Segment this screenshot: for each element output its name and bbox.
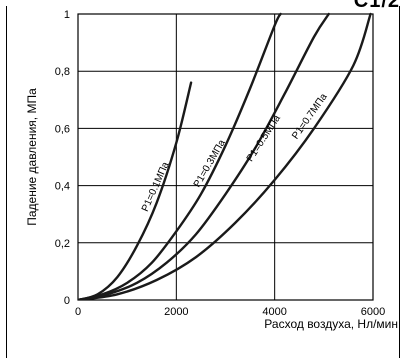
plot-border [77, 13, 374, 301]
y-tick-label: 1 [64, 9, 70, 21]
series-curve [78, 12, 372, 300]
y-tick-label: 0 [64, 295, 70, 307]
series-label: P1=0.3МПа [192, 138, 228, 190]
series-curve [78, 12, 282, 300]
series-label: P1=0.5МПа [245, 113, 283, 164]
y-tick-label: 0,6 [55, 123, 70, 135]
series-curve [78, 81, 193, 300]
x-tick-label: 6000 [361, 306, 385, 318]
figure-frame [6, 6, 400, 358]
x-tick-label: 2000 [164, 306, 188, 318]
y-tick-label: 0,2 [55, 238, 70, 250]
header-right-fragment: C1/2 [354, 0, 400, 10]
series-curve [78, 12, 330, 300]
x-axis-title: Расход воздуха, Нл/мин [264, 317, 398, 331]
y-tick-label: 0,4 [55, 181, 70, 193]
cropped-header: C1/2 [0, 0, 406, 10]
y-axis-title: Падение давления, МПа [25, 88, 39, 226]
x-tick-label: 4000 [262, 306, 286, 318]
x-tick-label: 0 [75, 306, 81, 318]
y-tick-label: 0,8 [55, 66, 70, 78]
